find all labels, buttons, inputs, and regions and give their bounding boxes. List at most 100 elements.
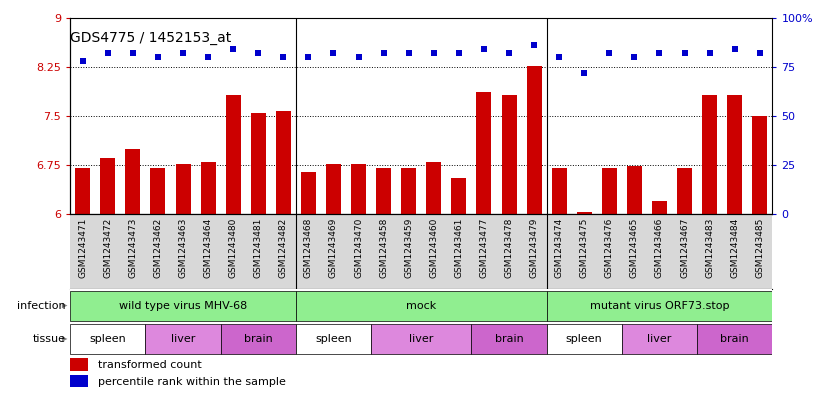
Text: GSM1243484: GSM1243484 <box>730 218 739 278</box>
Bar <box>376 168 392 214</box>
Bar <box>477 92 491 214</box>
Bar <box>547 324 622 354</box>
Text: GSM1243461: GSM1243461 <box>454 218 463 278</box>
Text: GSM1243471: GSM1243471 <box>78 218 88 278</box>
Bar <box>75 168 90 214</box>
Text: GSM1243462: GSM1243462 <box>154 218 163 278</box>
Bar <box>100 158 116 214</box>
Bar <box>752 116 767 214</box>
Point <box>277 54 290 60</box>
Bar <box>176 164 191 214</box>
Point <box>653 50 666 56</box>
Bar <box>70 375 88 387</box>
Text: spleen: spleen <box>89 334 126 344</box>
Bar <box>371 324 472 354</box>
Point <box>252 50 265 56</box>
Bar <box>145 324 221 354</box>
Text: GDS4775 / 1452153_at: GDS4775 / 1452153_at <box>70 31 231 45</box>
Text: wild type virus MHV-68: wild type virus MHV-68 <box>119 301 247 310</box>
Text: GSM1243460: GSM1243460 <box>430 218 439 278</box>
Bar <box>622 324 697 354</box>
Text: brain: brain <box>244 334 273 344</box>
Point <box>126 50 140 56</box>
Bar <box>326 164 341 214</box>
Point <box>226 46 240 52</box>
Bar <box>697 324 772 354</box>
Text: GSM1243465: GSM1243465 <box>630 218 638 278</box>
Bar <box>225 95 240 214</box>
Text: percentile rank within the sample: percentile rank within the sample <box>98 377 286 387</box>
Bar <box>201 162 216 214</box>
Bar <box>552 168 567 214</box>
Point <box>628 54 641 60</box>
Text: GSM1243475: GSM1243475 <box>580 218 589 278</box>
Point <box>202 54 215 60</box>
Text: GSM1243466: GSM1243466 <box>655 218 664 278</box>
Bar <box>301 172 316 214</box>
Text: GSM1243464: GSM1243464 <box>204 218 212 278</box>
Bar <box>351 164 366 214</box>
Point <box>301 54 315 60</box>
Point <box>151 54 164 60</box>
Text: GSM1243459: GSM1243459 <box>404 218 413 278</box>
Bar <box>677 168 692 214</box>
Text: tissue: tissue <box>33 334 66 344</box>
Text: GSM1243485: GSM1243485 <box>755 218 764 278</box>
Text: GSM1243482: GSM1243482 <box>279 218 287 278</box>
Point <box>453 50 466 56</box>
Text: brain: brain <box>720 334 749 344</box>
Point <box>703 50 716 56</box>
Text: liver: liver <box>409 334 434 344</box>
Bar <box>451 178 467 214</box>
Bar <box>472 324 547 354</box>
Bar <box>426 162 441 214</box>
Text: GSM1243474: GSM1243474 <box>555 218 563 278</box>
Text: GSM1243481: GSM1243481 <box>254 218 263 278</box>
Text: GSM1243468: GSM1243468 <box>304 218 313 278</box>
Bar <box>70 358 88 371</box>
Bar <box>577 212 591 214</box>
Bar <box>70 324 145 354</box>
Text: mock: mock <box>406 301 436 310</box>
Bar <box>602 168 617 214</box>
Text: GSM1243477: GSM1243477 <box>479 218 488 278</box>
Bar <box>401 168 416 214</box>
Text: transformed count: transformed count <box>98 360 202 370</box>
Point <box>102 50 115 56</box>
Bar <box>652 201 667 214</box>
Text: GSM1243480: GSM1243480 <box>229 218 238 278</box>
Point <box>377 50 390 56</box>
Text: GSM1243458: GSM1243458 <box>379 218 388 278</box>
Point <box>603 50 616 56</box>
Point <box>753 50 767 56</box>
Text: GSM1243483: GSM1243483 <box>705 218 714 278</box>
Text: GSM1243463: GSM1243463 <box>178 218 188 278</box>
Text: GSM1243476: GSM1243476 <box>605 218 614 278</box>
Point <box>728 46 741 52</box>
Bar <box>276 111 291 214</box>
Bar <box>627 166 642 214</box>
Bar <box>527 66 542 214</box>
Point <box>427 50 440 56</box>
Text: GSM1243472: GSM1243472 <box>103 218 112 278</box>
Bar <box>296 324 371 354</box>
Point <box>177 50 190 56</box>
Bar <box>702 95 717 214</box>
Text: mutant virus ORF73.stop: mutant virus ORF73.stop <box>590 301 729 310</box>
Point <box>327 50 340 56</box>
Text: liver: liver <box>171 334 195 344</box>
Text: GSM1243467: GSM1243467 <box>680 218 689 278</box>
Point <box>577 70 591 76</box>
Bar <box>70 290 296 321</box>
Bar <box>501 95 516 214</box>
Bar <box>727 95 743 214</box>
Point <box>477 46 491 52</box>
Point <box>678 50 691 56</box>
Bar <box>547 290 772 321</box>
Bar <box>296 290 547 321</box>
Point <box>402 50 415 56</box>
Text: spleen: spleen <box>566 334 603 344</box>
Text: brain: brain <box>495 334 524 344</box>
Bar <box>150 168 165 214</box>
Text: GSM1243470: GSM1243470 <box>354 218 363 278</box>
